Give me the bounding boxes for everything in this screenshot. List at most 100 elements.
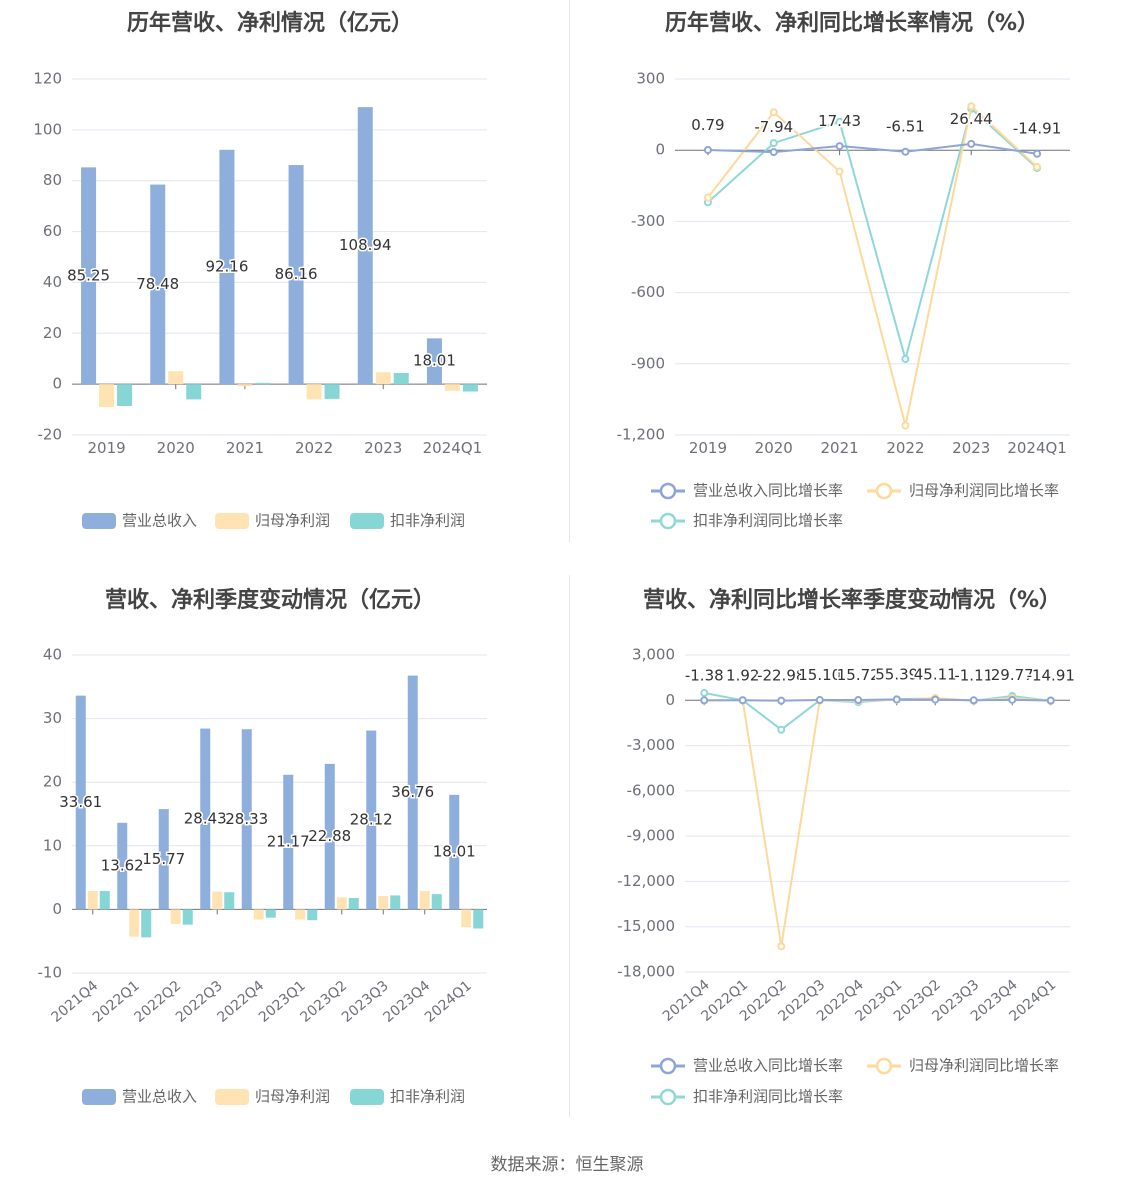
line-data-label: 15.72 [837, 666, 880, 684]
bar-data-label: 108.94 [339, 236, 392, 254]
bar-deducted-profit [431, 894, 442, 910]
y-tick-label: 0 [655, 141, 665, 159]
bar-deducted-profit [255, 382, 271, 385]
series-point-revenue [931, 695, 940, 704]
y-tick-label: 60 [43, 222, 62, 240]
legend-label: 归母净利润同比增长率 [909, 1057, 1059, 1075]
annual-growth-rate-chart: 历年营收、净利同比增长率情况（%） -1,200 -900 -600 -300 0 300 2… [567, 0, 1134, 575]
bar-data-label: 13.62 [101, 857, 144, 875]
series-point-net-profit [835, 167, 844, 176]
legend-marker [875, 482, 893, 500]
legend-label: 扣非净利润同比增长率 [693, 512, 843, 530]
x-tick-label: 2024Q1 [422, 978, 475, 1026]
bar-deducted-profit [265, 909, 276, 918]
bar-data-label: 86.16 [275, 265, 318, 283]
y-tick-label: -3,000 [627, 736, 675, 754]
vertical-divider-top [569, 0, 570, 542]
series-point-net-profit [967, 102, 976, 111]
legend-swatch [82, 1089, 116, 1105]
series-point-revenue [892, 695, 901, 704]
quarterly-growth-rate-chart: 营收、净利同比增长率季度变动情况（%） -18,000 -15,000 -12,000… [567, 575, 1134, 1150]
y-tick-label: 100 [33, 120, 62, 138]
bar-revenue [150, 184, 166, 385]
bar-revenue [241, 729, 252, 910]
y-tick-label: -6,000 [627, 781, 675, 799]
line-data-label: -22.98 [757, 667, 805, 685]
series-point-net-profit [777, 942, 786, 951]
bar-deducted-profit [324, 384, 340, 399]
y-tick-label: 0 [665, 691, 675, 709]
series-point-revenue [769, 148, 778, 157]
series-point-revenue [703, 146, 712, 155]
line-data-label: 17.43 [818, 112, 861, 130]
legend-marker [659, 482, 677, 500]
annual-revenue-profit-svg: 历年营收、净利情况（亿元） -20 0 20 40 60 80 100 120 2019 2020 2… [33, 10, 487, 530]
legend-label: 扣非净利润 [390, 512, 465, 530]
bar-revenue [219, 149, 235, 385]
y-tick-label: 10 [43, 836, 62, 854]
bar-net-profit [444, 384, 460, 391]
bar-deducted-profit [182, 909, 193, 925]
bar-data-label: 28.12 [350, 810, 393, 828]
bar-deducted-profit [141, 909, 152, 938]
annual-revenue-profit-chart: 历年营收、净利情况（亿元） -20 0 20 40 60 80 100 120 2019 2020 2… [0, 0, 567, 575]
y-tick-label: -9,000 [627, 827, 675, 845]
bar-net-profit [129, 909, 140, 937]
bar-deducted-profit [307, 909, 318, 921]
series-point-deducted-profit [901, 355, 910, 364]
line-data-label: -6.51 [886, 118, 925, 136]
bar-data-label: 18.01 [413, 352, 456, 370]
bar-revenue [75, 695, 86, 910]
vertical-divider-bottom [569, 575, 570, 1117]
line-data-label: -1.38 [685, 666, 724, 684]
bar-deducted-profit [473, 909, 484, 929]
series-point-deducted-profit [777, 725, 786, 734]
bar-data-label: 21.17 [267, 833, 310, 851]
line-data-label: -14.91 [1013, 120, 1061, 138]
line-data-label: -1.11 [954, 666, 993, 684]
bar-data-label: 36.76 [391, 783, 434, 801]
legend-label: 归母净利润 [255, 1088, 330, 1106]
bar-net-profit [212, 891, 223, 910]
legend-marker [875, 1057, 893, 1075]
x-tick-label: 2020 [157, 439, 195, 457]
line-data-label: 26.44 [950, 110, 993, 128]
y-tick-label: 120 [33, 70, 62, 88]
bar-net-profit [237, 384, 253, 387]
series-point-net-profit [703, 193, 712, 202]
x-tick-label: 2022 [886, 439, 924, 457]
legend-swatch [350, 1089, 384, 1105]
legend-swatch [215, 1089, 249, 1105]
x-tick-label: 2019 [689, 439, 727, 457]
bar-deducted-profit [348, 897, 359, 910]
bar-net-profit [170, 909, 181, 925]
legend-marker [659, 512, 677, 530]
bar-deducted-profit [462, 384, 478, 392]
series-line-deducted-profit [707, 106, 1038, 363]
legend-label: 营业总收入同比增长率 [693, 482, 843, 500]
series-point-revenue [777, 696, 786, 705]
legend-label: 营业总收入 [122, 1088, 197, 1106]
bar-net-profit [336, 897, 347, 910]
bar-revenue [324, 763, 335, 910]
legend-swatch [82, 513, 116, 529]
legend-label: 扣非净利润同比增长率 [693, 1088, 843, 1106]
bar-data-label: 33.61 [59, 793, 102, 811]
bar-data-label: 28.33 [225, 810, 268, 828]
bar-revenue [200, 728, 211, 910]
line-data-label: -7.94 [754, 118, 793, 136]
quarterly-growth-rate-svg: 营收、净利同比增长率季度变动情况（%） -18,000 -15,000 -12,000… [617, 587, 1076, 1106]
series-point-deducted-profit [700, 689, 709, 698]
bar-revenue [81, 167, 97, 385]
x-tick-label: 2019 [87, 439, 125, 457]
y-tick-label: 40 [43, 646, 62, 664]
series-point-net-profit [1033, 162, 1042, 171]
series-point-revenue [1033, 149, 1042, 158]
data-source-footer: 数据来源：恒生聚源 [490, 1155, 644, 1175]
series-point-revenue [815, 696, 824, 705]
series-point-revenue [969, 696, 978, 705]
bar-net-profit [461, 909, 472, 928]
bar-revenue [366, 730, 377, 910]
bar-revenue [288, 165, 304, 385]
series-point-deducted-profit [835, 117, 844, 126]
